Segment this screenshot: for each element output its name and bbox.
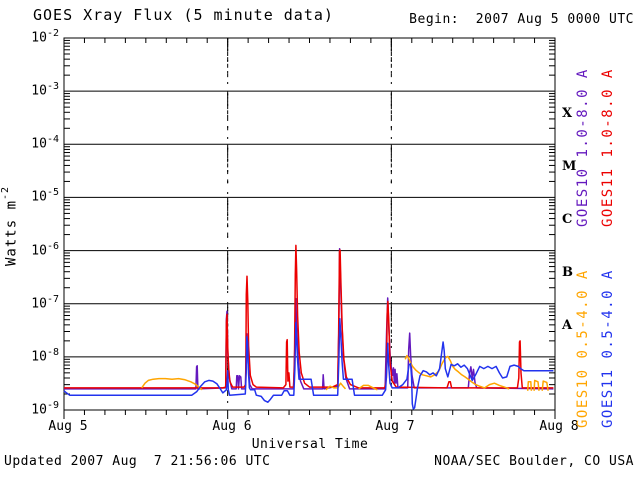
legend-goes10-long: GOES10 1.0-8.0 A [575,68,591,228]
series-line-GOES10-0.5-4.0-A [541,380,549,391]
series-line-GOES10-0.5-4.0-A [358,384,378,391]
y-tick-label-10e-9: 10-9 [31,400,59,418]
source-attribution: NOAA/SEC Boulder, CO USA [434,454,634,469]
y-tick-label-10e-7: 10-7 [31,293,59,312]
series-line-GOES10-0.5-4.0-A [404,354,510,390]
y-axis-label: Watts m-2 [0,158,20,293]
y-tick-label-10e-6: 10-6 [31,240,59,258]
plot-frame [63,37,556,411]
series-line-GOES10-0.5-4.0-A [533,379,540,391]
flare-class-A: A [562,318,573,334]
legend-goes10-short: GOES10 0.5-4.0 A [575,269,591,429]
y-tick-label-10e-5: 10-5 [31,187,59,205]
page-title: GOES Xray Flux (5 minute data) [33,6,334,24]
series-line-GOES10-1.0-8.0-A [64,248,554,390]
x-tick-aug5: Aug 5 [48,419,88,434]
x-tick-aug8: Aug 8 [539,419,579,434]
x-axis-label: Universal Time [251,437,369,452]
y-tick-label-10e-3: 10-3 [31,81,59,99]
x-tick-aug6: Aug 6 [212,419,252,434]
flare-class-B: B [562,265,573,281]
y-tick-label-10e-4: 10-4 [31,134,59,152]
series-line-GOES11-0.5-4.0-A [63,318,554,410]
series-line-GOES10-0.5-4.0-A [141,377,203,391]
y-tick-label-10e-2: 10-2 [31,28,59,46]
begin-time-label: Begin: 2007 Aug 5 0000 UTC [409,12,634,27]
x-tick-aug7: Aug 7 [375,419,415,434]
y-tick-label-10e-8: 10-8 [31,346,59,365]
flare-class-X: X [562,105,573,121]
flare-class-C: C [562,212,573,227]
y-axis-label-exponent: -2 [0,185,11,200]
updated-timestamp: Updated 2007 Aug 7 21:56:06 UTC [4,454,271,469]
series-line-GOES10-0.5-4.0-A [526,381,533,391]
series-line-GOES11-1.0-8.0-A [64,244,554,389]
legend-goes11-long: GOES11 1.0-8.0 A [600,68,616,228]
y-axis-label-base: Watts m [3,199,20,266]
flare-class-M: M [562,158,577,174]
legend-goes11-short: GOES11 0.5-4.0 A [600,269,616,429]
